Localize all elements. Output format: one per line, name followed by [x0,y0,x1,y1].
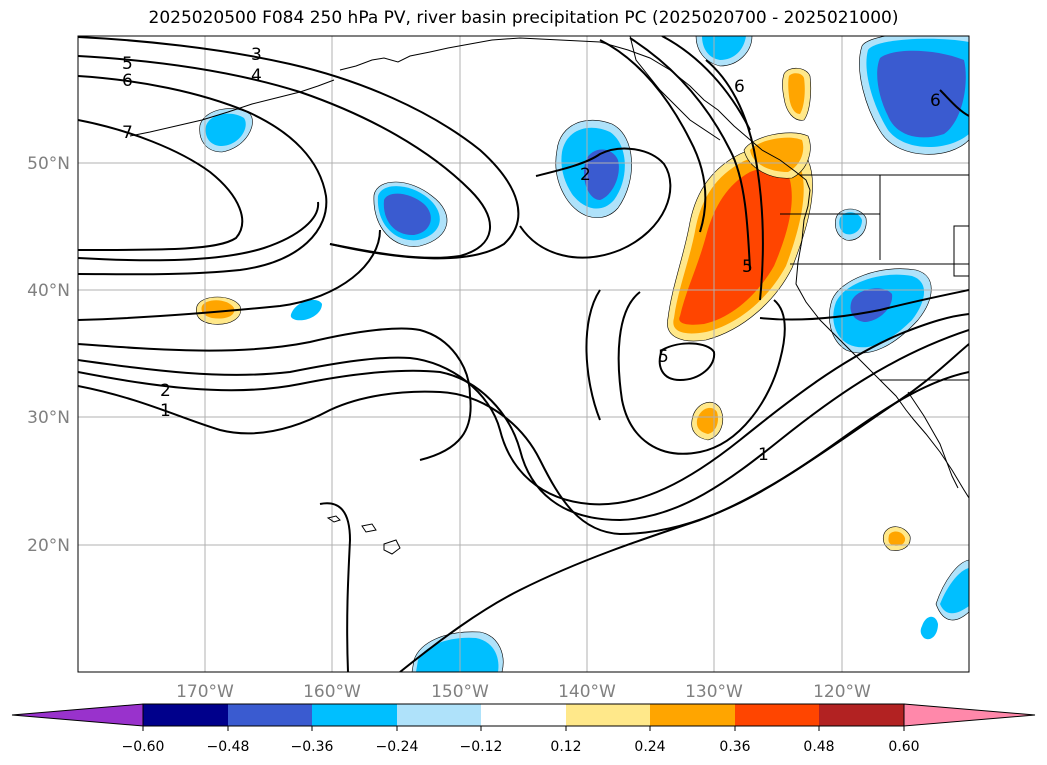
neg-anomaly-blob [877,50,966,138]
lon-label: 160°W [303,682,361,702]
pv-contour [78,313,969,506]
alaska-coast [339,37,811,191]
pv-contour [78,371,969,536]
alaska-border [629,36,721,141]
pv-contour [658,342,716,382]
colorbar-tick-label: −0.36 [291,739,334,755]
pv-contour [759,289,969,321]
colorbar-tick-label: 0.24 [634,739,665,755]
lon-label: 170°W [176,682,234,702]
lon-label: 140°W [558,682,616,702]
colorbar-segment [312,704,397,726]
contour-label: 6 [930,91,941,111]
colorbar-segment [397,704,481,726]
pv-contour [939,89,969,117]
lon-label: 120°W [813,682,871,702]
contour-label: 1 [160,401,171,421]
contour-labels: 3 5 6 4 7 2 6 6 5 5 2 1 1 [122,45,941,465]
pos-anomaly-blob [201,300,235,319]
pv-contour [78,327,472,461]
latitude-labels: 50°N 40°N 30°N 20°N [27,154,70,556]
pv-contour [78,36,520,260]
colorbar-extend-left [11,703,144,727]
colorbar-segment [819,704,904,726]
colorbar-tick-label: −0.48 [207,739,250,755]
pv-contour [617,291,786,455]
contour-label: 5 [658,347,669,367]
us-west-coast [795,189,969,499]
colorbar-segment [735,704,819,726]
colorbar-tick-label: 0.48 [803,739,834,755]
pos-anomaly-blob [888,531,906,546]
lat-label: 20°N [27,536,70,556]
colorbar-tick-label: 0.60 [888,739,919,755]
pv-contour [78,75,328,276]
neg-anomaly-blob [583,149,619,200]
contour-label: 4 [251,66,262,86]
pv-contour [599,39,707,233]
colorbar-segment [228,704,312,726]
contour-label: 6 [734,77,745,97]
colorbar-tick-label: −0.24 [376,739,419,755]
contour-label: 2 [160,381,171,401]
colorbar-extend-right [903,703,1036,727]
colorbar-tick-label: 0.12 [550,739,581,755]
pv-contour [519,147,672,259]
colorbar-segment [650,704,735,726]
neg-anomaly-blob [920,616,938,640]
pv-contour [629,37,751,271]
colorbar-segment [143,704,228,726]
contour-label: 3 [251,45,262,65]
pv-contour [78,201,320,262]
map-frame [77,35,970,673]
contour-label: 5 [742,257,753,277]
colorbar-outline [142,703,905,727]
pv-contour [78,119,244,251]
lat-label: 40°N [27,281,70,301]
map-title: 2025020500 F084 250 hPa PV, river basin … [148,8,899,28]
pv-contours [78,36,969,672]
neg-anomaly-blob [702,36,746,60]
pos-anomaly-blob [696,407,718,434]
precipitation-shading [195,36,969,672]
lat-label: 30°N [27,408,70,428]
lat-label: 50°N [27,154,70,174]
pv-contour [78,329,969,522]
lon-label: 130°W [685,682,743,702]
colorbar-segment [481,704,566,726]
lon-label: 150°W [431,682,489,702]
neg-anomaly-blob [383,193,431,236]
contour-label: 6 [122,71,133,91]
colorbar-tick-label: −0.12 [460,739,503,755]
contour-label: 2 [580,165,591,185]
contour-label: 1 [758,445,769,465]
colorbar-tick-label: −0.60 [122,739,165,755]
pv-contour [705,59,764,301]
pos-anomaly-blob [788,73,805,114]
pos-anomaly-band [679,167,792,325]
neg-anomaly-blob [290,299,322,321]
pv-contour [661,36,751,131]
pv-contour [78,55,492,259]
neg-anomaly-blob [416,637,499,672]
longitude-labels: 170°W 160°W 150°W 140°W 130°W 120°W [176,682,871,702]
pv-contour [399,343,969,672]
pv-contour [319,502,352,672]
state-borders [780,175,969,381]
hawaii-islands [326,515,401,555]
colorbar-tick-label: 0.36 [719,739,750,755]
colorbar: −0.60 −0.48 −0.36 −0.24 −0.12 0.12 0.24 … [11,703,1036,755]
colorbar-segment [566,704,650,726]
contour-label: 5 [122,54,133,74]
neg-anomaly-blob [839,212,862,235]
pv-contour [78,229,381,321]
pv-contour [585,289,601,421]
contour-label: 7 [122,123,133,143]
baja-coast [907,391,959,489]
neg-anomaly-blob [940,568,969,614]
neg-anomaly-blob [205,113,246,146]
